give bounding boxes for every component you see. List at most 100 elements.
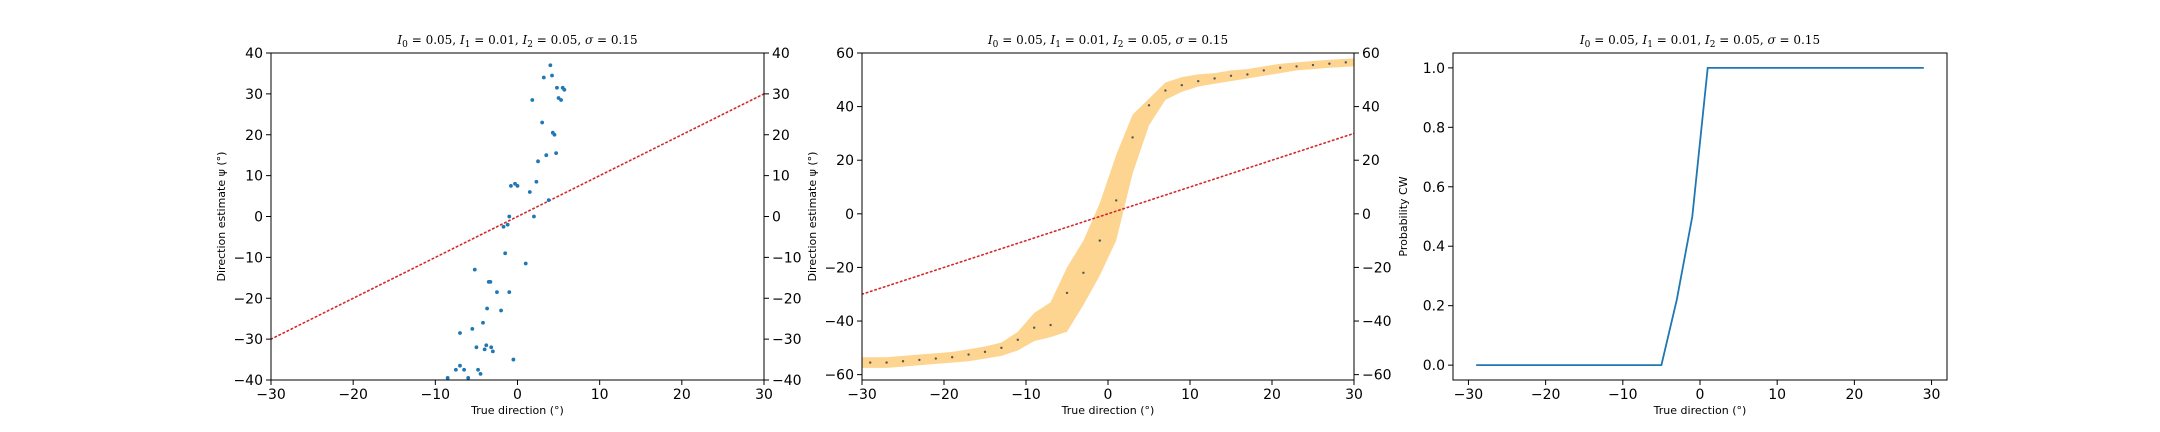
- right-y-tick-label: 0: [772, 210, 781, 226]
- mean-point: [967, 353, 970, 356]
- scatter-point: [554, 151, 559, 156]
- mean-point: [1065, 291, 1069, 295]
- y-axis-label: Direction estimate ψ (°): [806, 152, 819, 282]
- title-segment: = 0.05,: [533, 33, 585, 47]
- chart-title: I0 = 0.05, I1 = 0.01, I2 = 0.05, σ = 0.1…: [987, 33, 1228, 50]
- title-segment: = 0.15: [1776, 33, 1820, 47]
- scatter-point: [482, 347, 487, 352]
- y-tick-label: −40: [233, 373, 263, 389]
- right-y-tick-label: −30: [772, 332, 802, 348]
- scatter-point: [515, 183, 520, 188]
- mean-point: [885, 361, 888, 364]
- x-tick-label: 20: [1845, 387, 1863, 403]
- title-segment: 0: [1585, 40, 1591, 50]
- scatter-point: [548, 63, 553, 68]
- title-segment: σ: [1767, 33, 1776, 47]
- y-tick-label: −20: [824, 260, 854, 276]
- scatter-point: [555, 85, 559, 90]
- scatter-point: [474, 345, 479, 350]
- mean-point: [951, 356, 954, 359]
- x-tick-label: 10: [1181, 387, 1199, 403]
- title-segment: = 0.15: [1184, 33, 1228, 47]
- title-segment: I: [1579, 33, 1585, 47]
- title-segment: I: [1049, 33, 1055, 47]
- mean-point: [1000, 346, 1003, 350]
- scatter-point: [495, 290, 499, 295]
- title-segment: 1: [1647, 40, 1653, 50]
- title-segment: = 0.15: [593, 33, 637, 47]
- y-tick-label: 0.0: [1423, 358, 1445, 374]
- title-segment: = 0.05,: [1715, 33, 1767, 47]
- y-tick-label: 0.8: [1423, 120, 1445, 136]
- mean-point: [1147, 104, 1151, 107]
- title-segment: σ: [1175, 33, 1184, 47]
- mean-point: [1344, 61, 1348, 64]
- identity-reference-line: [862, 132, 1354, 296]
- mean-point: [1033, 326, 1036, 329]
- scatter-point: [490, 349, 495, 354]
- axes-frame: [1452, 52, 1948, 381]
- y-tick-label: 0.2: [1423, 299, 1445, 315]
- x-tick-label: 0: [513, 387, 522, 403]
- scatter-point: [501, 224, 506, 229]
- title-segment: I: [1641, 33, 1647, 47]
- mean-point: [1213, 77, 1216, 80]
- scatter-point: [466, 376, 471, 380]
- mean-point: [1279, 66, 1282, 69]
- right-y-tick-label: 20: [1362, 153, 1380, 169]
- scatter-point: [458, 363, 462, 368]
- title-segment: = 0.05,: [1590, 33, 1642, 47]
- identity-reference-line: [271, 93, 764, 340]
- x-tick-label: −10: [1608, 387, 1638, 403]
- right-y-tick-label: 30: [772, 87, 790, 103]
- x-tick-label: −20: [338, 387, 368, 403]
- confidence-band: [862, 58, 1354, 368]
- right-y-tick-label: 20: [772, 128, 790, 144]
- scatter-point: [499, 308, 503, 313]
- mean-point: [1016, 338, 1019, 341]
- mean-point: [918, 358, 921, 362]
- x-tick-label: −10: [421, 387, 451, 403]
- title-segment: = 0.05,: [1123, 33, 1175, 47]
- scatter-point: [559, 98, 563, 102]
- right-y-tick-label: 10: [772, 169, 790, 185]
- y-tick-label: −20: [233, 291, 263, 307]
- y-tick-label: 60: [836, 46, 854, 62]
- scatter-point: [546, 198, 551, 203]
- x-axis-label: True direction (°): [1061, 404, 1155, 417]
- y-tick-label: −10: [233, 250, 263, 266]
- x-tick-label: 30: [1345, 387, 1363, 403]
- scatter-point: [532, 214, 536, 219]
- title-segment: I: [1704, 33, 1710, 47]
- scatter-point: [481, 320, 485, 325]
- scatter-point: [462, 367, 466, 372]
- y-tick-label: 0: [254, 210, 263, 226]
- x-tick-label: 30: [755, 387, 773, 403]
- mean-point: [1246, 73, 1249, 76]
- mean-point: [983, 350, 987, 354]
- scatter-point: [485, 306, 489, 311]
- mean-point: [1082, 271, 1085, 274]
- mean-point: [901, 360, 905, 363]
- title-segment: I: [521, 33, 527, 47]
- y-tick-label: 30: [245, 87, 263, 103]
- scatter-point: [470, 327, 475, 331]
- x-tick-label: −10: [1011, 387, 1041, 403]
- mean-point: [1197, 79, 1200, 83]
- right-y-tick-label: −20: [1362, 260, 1392, 276]
- x-tick-label: 20: [1263, 387, 1281, 403]
- title-segment: 0: [993, 40, 999, 50]
- scatter-point: [503, 251, 508, 256]
- scatter-point: [540, 120, 545, 125]
- title-segment: 2: [527, 40, 533, 50]
- mean-point: [1262, 69, 1266, 72]
- title-segment: I: [396, 33, 402, 47]
- scatter-point: [507, 290, 512, 295]
- scatter-point: [507, 214, 512, 219]
- scatter-point: [476, 367, 480, 372]
- scatter-point: [534, 179, 539, 184]
- x-axis-label: True direction (°): [1653, 404, 1747, 417]
- y-tick-label: 40: [836, 100, 854, 116]
- y-tick-label: 1.0: [1423, 61, 1445, 77]
